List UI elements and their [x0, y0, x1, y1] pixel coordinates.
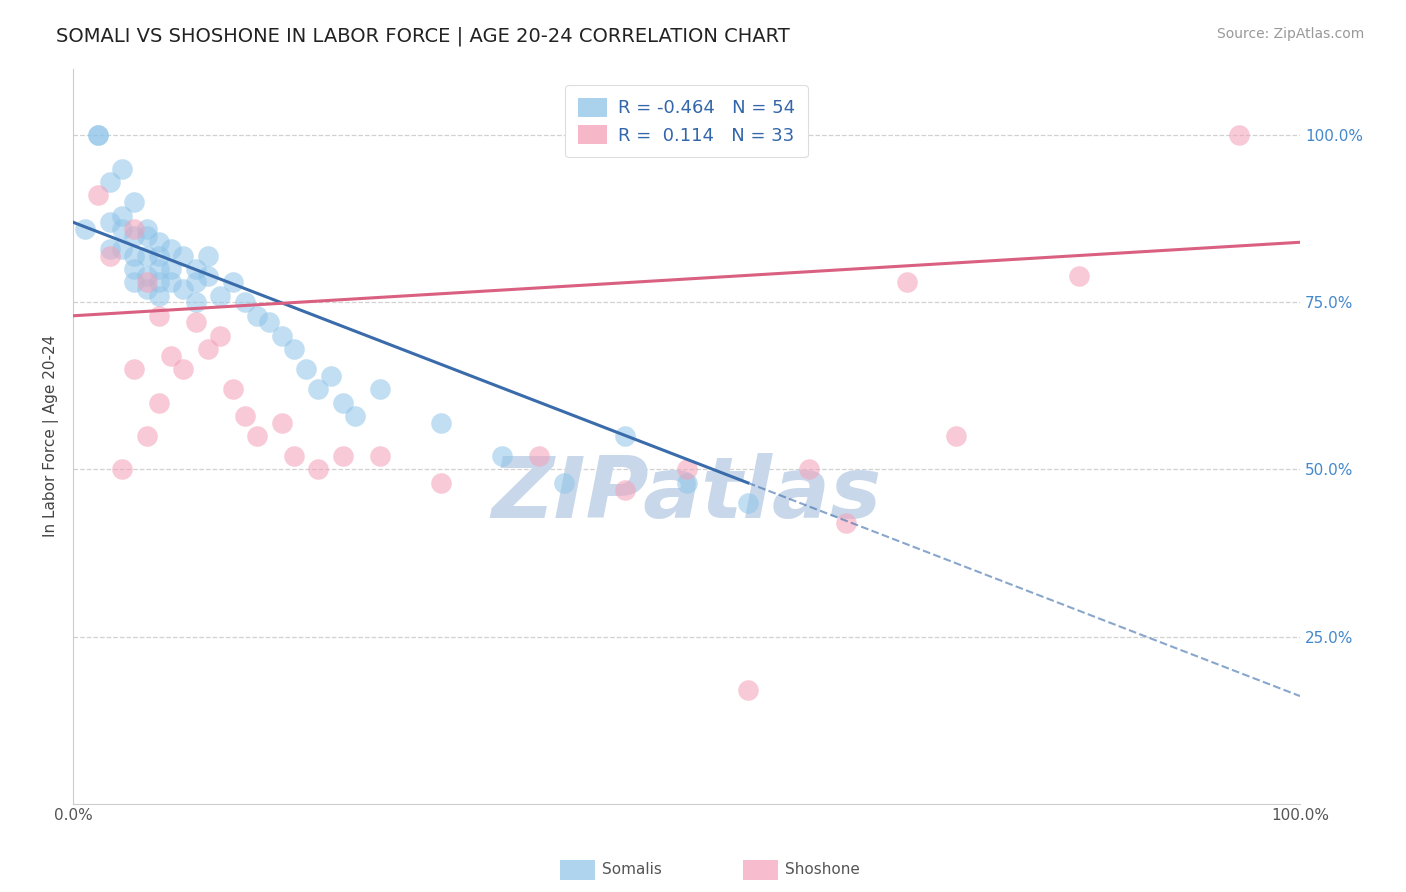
- Point: [98, 249, 121, 263]
- Point: [124, 362, 146, 376]
- Point: [737, 683, 759, 698]
- Point: [209, 289, 232, 303]
- Point: [148, 289, 170, 303]
- Point: [197, 342, 219, 356]
- Point: [111, 161, 134, 176]
- Point: [135, 429, 157, 443]
- Point: [319, 368, 342, 383]
- Point: [148, 235, 170, 250]
- Point: [172, 362, 194, 376]
- Point: [135, 268, 157, 283]
- Point: [344, 409, 367, 423]
- Point: [160, 262, 183, 277]
- Legend: R = -0.464   N = 54, R =  0.114   N = 33: R = -0.464 N = 54, R = 0.114 N = 33: [565, 85, 807, 157]
- Point: [675, 475, 697, 490]
- Point: [148, 249, 170, 263]
- Point: [835, 516, 858, 530]
- Point: [135, 228, 157, 243]
- Point: [184, 262, 207, 277]
- Point: [233, 295, 256, 310]
- Point: [184, 316, 207, 330]
- Point: [246, 309, 269, 323]
- Point: [184, 295, 207, 310]
- Point: [259, 316, 281, 330]
- Point: [799, 462, 821, 476]
- Point: [368, 382, 391, 396]
- Point: [124, 249, 146, 263]
- Point: [270, 416, 292, 430]
- Point: [233, 409, 256, 423]
- Point: [307, 462, 329, 476]
- Point: [124, 262, 146, 277]
- Point: [184, 276, 207, 290]
- Point: [675, 462, 697, 476]
- Point: [111, 222, 134, 236]
- Point: [529, 449, 551, 463]
- Point: [172, 282, 194, 296]
- Point: [221, 276, 243, 290]
- Point: [135, 276, 157, 290]
- Point: [197, 249, 219, 263]
- Point: [148, 395, 170, 409]
- Point: [86, 128, 108, 143]
- Point: [124, 195, 146, 210]
- Point: [896, 276, 918, 290]
- Point: [270, 328, 292, 343]
- Point: [135, 222, 157, 236]
- Point: [86, 128, 108, 143]
- Text: Source: ZipAtlas.com: Source: ZipAtlas.com: [1216, 27, 1364, 41]
- Point: [553, 475, 575, 490]
- Point: [148, 262, 170, 277]
- Point: [945, 429, 967, 443]
- Point: [98, 215, 121, 229]
- Point: [148, 276, 170, 290]
- Point: [135, 249, 157, 263]
- Point: [86, 188, 108, 202]
- Point: [221, 382, 243, 396]
- Point: [172, 249, 194, 263]
- Point: [246, 429, 269, 443]
- Point: [1069, 268, 1091, 283]
- Point: [148, 309, 170, 323]
- Point: [430, 416, 453, 430]
- Point: [614, 429, 637, 443]
- Point: [209, 328, 232, 343]
- Text: Somalis: Somalis: [602, 863, 662, 877]
- Point: [124, 222, 146, 236]
- Point: [98, 175, 121, 189]
- Point: [295, 362, 318, 376]
- Point: [614, 483, 637, 497]
- Point: [124, 228, 146, 243]
- Point: [160, 349, 183, 363]
- Point: [332, 449, 354, 463]
- Point: [135, 282, 157, 296]
- Point: [307, 382, 329, 396]
- Text: SOMALI VS SHOSHONE IN LABOR FORCE | AGE 20-24 CORRELATION CHART: SOMALI VS SHOSHONE IN LABOR FORCE | AGE …: [56, 27, 790, 46]
- Point: [111, 209, 134, 223]
- Point: [332, 395, 354, 409]
- Y-axis label: In Labor Force | Age 20-24: In Labor Force | Age 20-24: [44, 334, 59, 537]
- Point: [111, 242, 134, 256]
- Text: Shoshone: Shoshone: [785, 863, 860, 877]
- Point: [197, 268, 219, 283]
- Point: [283, 342, 305, 356]
- Point: [111, 462, 134, 476]
- Point: [491, 449, 513, 463]
- Point: [283, 449, 305, 463]
- Point: [1227, 128, 1250, 143]
- Point: [160, 276, 183, 290]
- Point: [124, 276, 146, 290]
- Point: [737, 496, 759, 510]
- Point: [368, 449, 391, 463]
- Point: [98, 242, 121, 256]
- Point: [430, 475, 453, 490]
- Point: [75, 222, 97, 236]
- Point: [160, 242, 183, 256]
- Text: ZIPatlas: ZIPatlas: [491, 453, 882, 536]
